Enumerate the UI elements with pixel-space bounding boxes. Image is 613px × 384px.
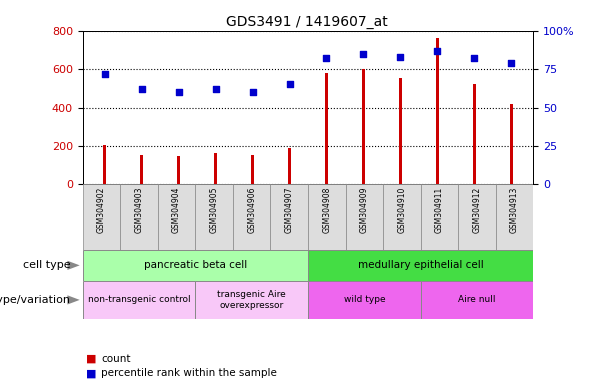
Bar [196,281,308,319]
Bar [140,155,143,184]
Point [432,48,442,54]
Text: wild type: wild type [343,295,385,305]
Bar [83,184,120,250]
Polygon shape [67,261,80,270]
Text: ■: ■ [86,354,96,364]
Point [395,54,405,60]
Bar [83,281,196,319]
Text: GSM304904: GSM304904 [172,186,181,233]
Text: GSM304903: GSM304903 [135,186,143,233]
Text: GSM304907: GSM304907 [285,186,294,233]
Text: count: count [101,354,131,364]
Text: GSM304905: GSM304905 [210,186,219,233]
Point [470,55,479,61]
Bar [421,184,458,250]
Point [359,51,368,57]
Bar [177,156,180,184]
Bar [233,184,270,250]
Bar [421,281,533,319]
Bar [509,104,512,184]
Bar [362,69,365,184]
Point [248,89,257,95]
Bar [346,184,383,250]
Point [137,86,147,92]
Bar [196,184,233,250]
Text: GSM304908: GSM304908 [322,186,331,233]
Text: percentile rank within the sample: percentile rank within the sample [101,368,277,378]
Text: GSM304913: GSM304913 [510,186,519,233]
Bar [120,184,158,250]
Point [284,81,294,88]
Point [174,89,184,95]
Text: GSM304909: GSM304909 [360,186,369,233]
Bar [270,184,308,250]
Point [322,55,332,61]
Bar [473,84,476,184]
Bar [214,152,217,184]
Text: GSM304911: GSM304911 [435,186,444,233]
Point [211,86,221,92]
Bar [458,184,496,250]
Point [506,60,516,66]
Bar [308,281,421,319]
Bar [104,145,107,184]
Text: non-transgenic control: non-transgenic control [88,295,191,305]
Text: GSM304906: GSM304906 [247,186,256,233]
Bar [496,184,533,250]
Text: GDS3491 / 1419607_at: GDS3491 / 1419607_at [226,15,387,29]
Bar [325,73,328,184]
Text: GSM304902: GSM304902 [97,186,106,233]
Bar [308,250,533,281]
Text: genotype/variation: genotype/variation [0,295,70,305]
Text: cell type: cell type [23,260,70,270]
Bar [251,155,254,184]
Polygon shape [67,295,80,305]
Text: pancreatic beta cell: pancreatic beta cell [144,260,247,270]
Text: ■: ■ [86,368,96,378]
Bar [383,184,421,250]
Bar [288,148,291,184]
Text: GSM304912: GSM304912 [473,186,481,233]
Bar [436,38,439,184]
Text: transgenic Aire
overexpressor: transgenic Aire overexpressor [218,290,286,310]
Text: Aire null: Aire null [459,295,496,305]
Text: medullary epithelial cell: medullary epithelial cell [358,260,484,270]
Bar [158,184,196,250]
Bar [308,184,346,250]
Bar [399,78,402,184]
Point [100,71,110,77]
Text: GSM304910: GSM304910 [397,186,406,233]
Bar [83,250,308,281]
